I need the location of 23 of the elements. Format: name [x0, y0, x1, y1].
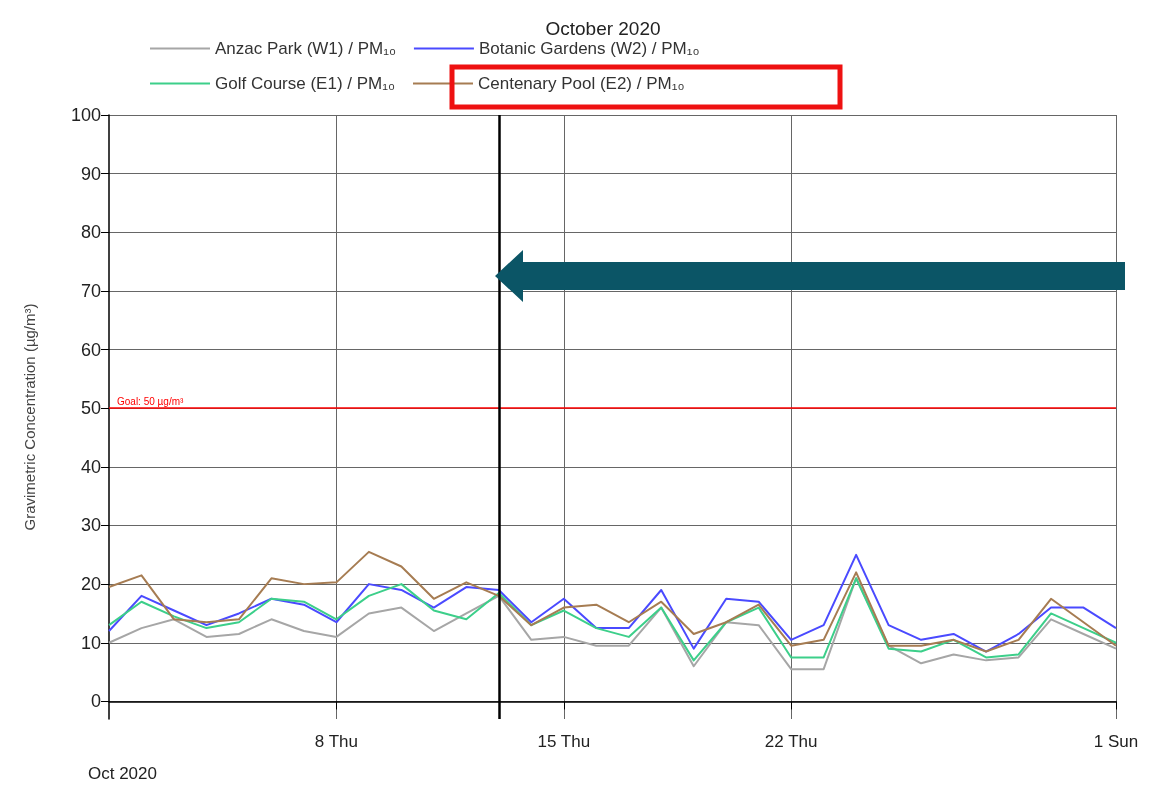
y-tick-label: 80	[80, 222, 101, 243]
legend-label: Golf Course (E1) / PM₁₀	[215, 74, 396, 93]
ref-line-label: Goal: 50 µg/m³	[117, 395, 185, 407]
y-tick-label: 40	[80, 456, 101, 477]
y-tick-label: 100	[70, 105, 101, 125]
y-tick-label: 10	[80, 632, 101, 653]
y-tick-label: 60	[80, 339, 101, 360]
y-tick-label: 70	[80, 280, 101, 301]
y-tick-label: 0	[90, 691, 101, 712]
x-tick-label: 8 Thu	[314, 732, 358, 751]
chart-title: October 2020	[545, 18, 661, 39]
legend-label: Anzac Park (W1) / PM₁₀	[215, 39, 396, 58]
y-tick-label: 20	[80, 574, 101, 595]
text: Oct 2020	[88, 764, 157, 783]
y-tick-label: 90	[80, 163, 101, 184]
legend-label: Centenary Pool (E2) / PM₁₀	[478, 74, 685, 93]
legend-label: Botanic Gardens (W2) / PM₁₀	[478, 39, 700, 58]
y-axis-title: Gravimetric Concentration (µg/m³)	[21, 303, 38, 531]
x-tick-label: 15 Thu	[537, 732, 591, 751]
y-tick-label: 30	[80, 515, 101, 536]
y-tick-label: 50	[80, 398, 101, 419]
x-tick-label: 1 Sun	[1093, 732, 1139, 751]
x-tick-label: 22 Thu	[764, 732, 818, 751]
